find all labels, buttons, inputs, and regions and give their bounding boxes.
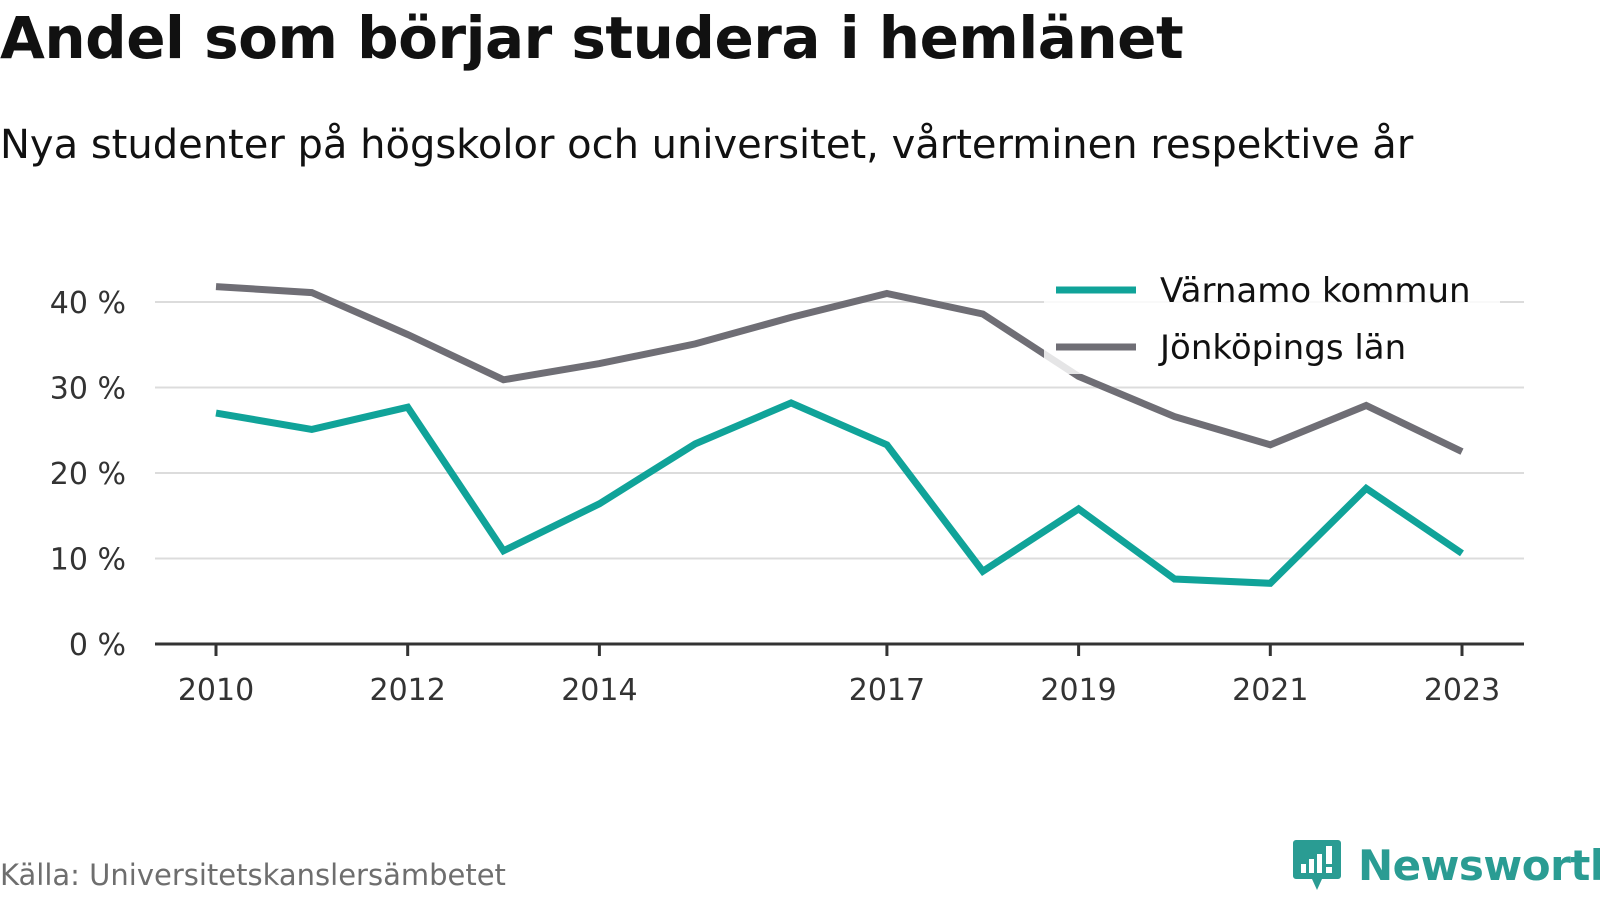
newsworthy-logo-icon — [1293, 840, 1341, 890]
x-tick-label: 2021 — [1232, 673, 1308, 708]
y-tick-label: 40 % — [50, 286, 126, 321]
chart-subtitle: Nya studenter på högskolor och universit… — [0, 122, 1414, 168]
y-tick-label: 20 % — [50, 457, 126, 492]
x-tick-label: 2010 — [178, 673, 254, 708]
y-tick-label: 0 % — [69, 628, 126, 663]
x-tick-label: 2017 — [849, 673, 925, 708]
brand-name: Newsworthy — [1358, 840, 1600, 890]
y-axis-tick-labels: 0 % 10 % 20 % 30 % 40 % — [50, 286, 126, 663]
legend: Värnamo kommun Jönköpings län — [1044, 262, 1500, 374]
series-line — [215, 399, 1464, 587]
source-note: Källa: Universitetskanslersämbetet — [0, 858, 506, 892]
chart-title: Andel som börjar studera i hemlänet — [0, 4, 1184, 72]
x-tick-label: 2023 — [1424, 673, 1500, 708]
series-lines — [215, 283, 1464, 587]
legend-label: Jönköpings län — [1158, 328, 1406, 368]
x-tick-label: 2019 — [1040, 673, 1116, 708]
x-axis: 2010 2012 2014 2017 2019 2021 2023 — [155, 642, 1524, 708]
brand-logo-group: Newsworthy — [1292, 838, 1600, 892]
x-tick-label: 2014 — [561, 673, 637, 708]
series-line — [215, 283, 1464, 455]
x-tick-label: 2012 — [370, 673, 446, 708]
y-tick-label: 10 % — [50, 543, 126, 578]
legend-label: Värnamo kommun — [1160, 271, 1471, 311]
y-tick-label: 30 % — [50, 372, 126, 407]
legend-background — [1044, 262, 1500, 374]
